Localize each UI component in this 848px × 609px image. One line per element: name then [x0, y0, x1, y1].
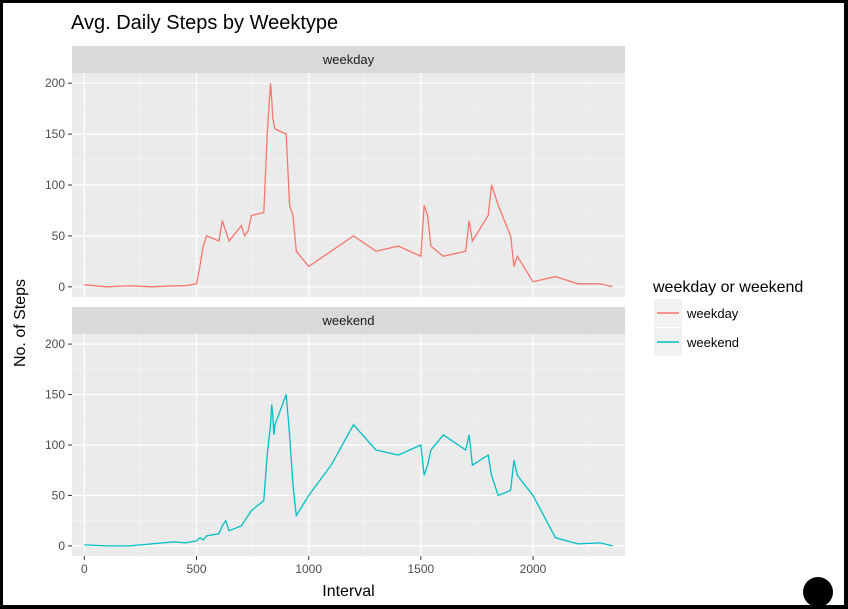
facet-label-weekday: weekday [322, 52, 375, 67]
x-tick-label: 1500 [407, 562, 434, 576]
y-tick-label: 0 [58, 539, 65, 553]
y-axis-weekend: 0 50 100 150 200 [45, 337, 72, 553]
x-tick-label: 2000 [520, 562, 547, 576]
corner-dot [803, 577, 833, 607]
legend-label-weekend: weekend [686, 335, 739, 350]
faceted-line-chart: Avg. Daily Steps by Weektype weekday wee… [12, 12, 803, 600]
facet-strip-weekday [72, 46, 625, 73]
y-tick-label: 50 [52, 488, 66, 502]
y-tick-label: 200 [45, 337, 65, 351]
y-tick-label: 100 [45, 178, 65, 192]
chart-title: Avg. Daily Steps by Weektype [71, 12, 338, 34]
facet-strip-weekend [72, 307, 625, 334]
x-axis: 0 500 1000 1500 2000 [81, 556, 547, 576]
legend: weekday or weekend weekday weekend [652, 279, 803, 356]
y-axis-weekday: 0 50 100 150 200 [45, 76, 72, 294]
series-line-weekend [84, 394, 613, 547]
y-tick-label: 150 [45, 127, 65, 141]
x-tick-label: 500 [186, 562, 206, 576]
x-tick-label: 1000 [295, 562, 322, 576]
legend-label-weekday: weekday [686, 306, 739, 321]
y-tick-label: 50 [52, 229, 66, 243]
x-axis-title: Interval [322, 583, 374, 600]
y-tick-label: 0 [58, 280, 65, 294]
chart-frame: Avg. Daily Steps by Weektype weekday wee… [3, 3, 844, 605]
grid-weekend [72, 334, 625, 556]
facet-label-weekend: weekend [321, 313, 374, 328]
y-tick-label: 100 [45, 438, 65, 452]
y-axis-title: No. of Steps [12, 279, 29, 367]
y-tick-label: 150 [45, 388, 65, 402]
grid-weekday [72, 73, 625, 297]
legend-title: weekday or weekend [652, 279, 803, 296]
series-line-weekday [84, 83, 613, 288]
x-tick-label: 0 [81, 562, 88, 576]
y-tick-label: 200 [45, 76, 65, 90]
